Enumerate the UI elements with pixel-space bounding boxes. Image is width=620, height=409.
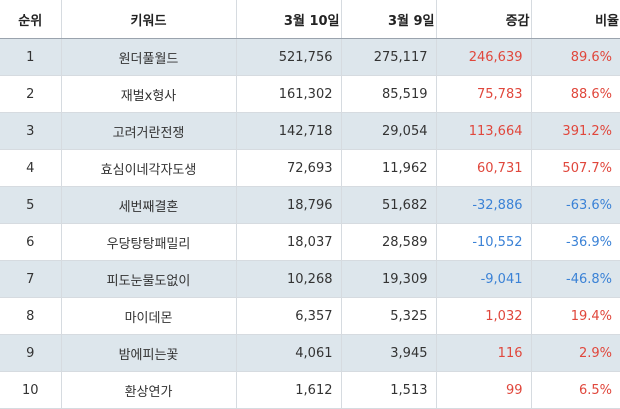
change-cell: -32,886	[436, 186, 532, 224]
rate-cell: 391.2%	[531, 112, 620, 150]
table-row: 2 재벌x형사 161,302 85,519 75,783 88.6%	[0, 75, 620, 113]
rate-cell: 6.5%	[531, 371, 620, 409]
keyword-cell: 세번째결혼	[61, 186, 237, 224]
rate-cell: 88.6%	[531, 75, 620, 113]
header-change: 증감	[436, 0, 532, 39]
previous-count-cell: 85,519	[341, 75, 437, 113]
previous-count-cell: 51,682	[341, 186, 437, 224]
table-row: 5 세번째결혼 18,796 51,682 -32,886 -63.6%	[0, 186, 620, 224]
previous-count-cell: 1,513	[341, 371, 437, 409]
table-row: 4 효심이네각자도생 72,693 11,962 60,731 507.7%	[0, 149, 620, 187]
rank-cell: 10	[0, 371, 62, 409]
table-row: 10 환상연가 1,612 1,513 99 6.5%	[0, 371, 620, 409]
previous-count-cell: 275,117	[341, 38, 437, 76]
keyword-cell: 환상연가	[61, 371, 237, 409]
rank-cell: 9	[0, 334, 62, 372]
rank-cell: 6	[0, 223, 62, 261]
table-row: 8 마이데몬 6,357 5,325 1,032 19.4%	[0, 297, 620, 335]
table-row: 9 밤에피는꽃 4,061 3,945 116 2.9%	[0, 334, 620, 372]
rank-cell: 3	[0, 112, 62, 150]
rate-cell: 2.9%	[531, 334, 620, 372]
change-cell: 75,783	[436, 75, 532, 113]
change-cell: 116	[436, 334, 532, 372]
header-keyword: 키워드	[61, 0, 237, 39]
rate-cell: -46.8%	[531, 260, 620, 298]
current-count-cell: 161,302	[236, 75, 342, 113]
current-count-cell: 10,268	[236, 260, 342, 298]
keyword-cell: 원더풀월드	[61, 38, 237, 76]
table-row: 1 원더풀월드 521,756 275,117 246,639 89.6%	[0, 38, 620, 76]
header-current-date: 3월 10일	[236, 0, 342, 39]
header-rank: 순위	[0, 0, 62, 39]
current-count-cell: 521,756	[236, 38, 342, 76]
rate-cell: 507.7%	[531, 149, 620, 187]
current-count-cell: 18,037	[236, 223, 342, 261]
keyword-cell: 효심이네각자도생	[61, 149, 237, 187]
change-cell: -10,552	[436, 223, 532, 261]
keyword-cell: 고려거란전쟁	[61, 112, 237, 150]
rate-cell: -36.9%	[531, 223, 620, 261]
previous-count-cell: 19,309	[341, 260, 437, 298]
header-previous-date: 3월 9일	[341, 0, 437, 39]
change-cell: -9,041	[436, 260, 532, 298]
keyword-cell: 마이데몬	[61, 297, 237, 335]
current-count-cell: 142,718	[236, 112, 342, 150]
current-count-cell: 1,612	[236, 371, 342, 409]
rate-cell: 19.4%	[531, 297, 620, 335]
previous-count-cell: 5,325	[341, 297, 437, 335]
previous-count-cell: 29,054	[341, 112, 437, 150]
change-cell: 99	[436, 371, 532, 409]
keyword-cell: 재벌x형사	[61, 75, 237, 113]
current-count-cell: 6,357	[236, 297, 342, 335]
previous-count-cell: 28,589	[341, 223, 437, 261]
rank-cell: 4	[0, 149, 62, 187]
current-count-cell: 18,796	[236, 186, 342, 224]
change-cell: 60,731	[436, 149, 532, 187]
table-row: 3 고려거란전쟁 142,718 29,054 113,664 391.2%	[0, 112, 620, 150]
rank-cell: 1	[0, 38, 62, 76]
previous-count-cell: 3,945	[341, 334, 437, 372]
keyword-cell: 피도눈물도없이	[61, 260, 237, 298]
table-row: 6 우당탕탕패밀리 18,037 28,589 -10,552 -36.9%	[0, 223, 620, 261]
change-cell: 1,032	[436, 297, 532, 335]
keyword-cell: 우당탕탕패밀리	[61, 223, 237, 261]
current-count-cell: 4,061	[236, 334, 342, 372]
change-cell: 246,639	[436, 38, 532, 76]
current-count-cell: 72,693	[236, 149, 342, 187]
rate-cell: 89.6%	[531, 38, 620, 76]
header-rate: 비율	[531, 0, 620, 39]
header-row: 순위 키워드 3월 10일 3월 9일 증감 비율	[0, 0, 620, 39]
rank-cell: 8	[0, 297, 62, 335]
previous-count-cell: 11,962	[341, 149, 437, 187]
rank-cell: 5	[0, 186, 62, 224]
table-row: 7 피도눈물도없이 10,268 19,309 -9,041 -46.8%	[0, 260, 620, 298]
keyword-cell: 밤에피는꽃	[61, 334, 237, 372]
rate-cell: -63.6%	[531, 186, 620, 224]
rank-cell: 7	[0, 260, 62, 298]
rank-cell: 2	[0, 75, 62, 113]
change-cell: 113,664	[436, 112, 532, 150]
